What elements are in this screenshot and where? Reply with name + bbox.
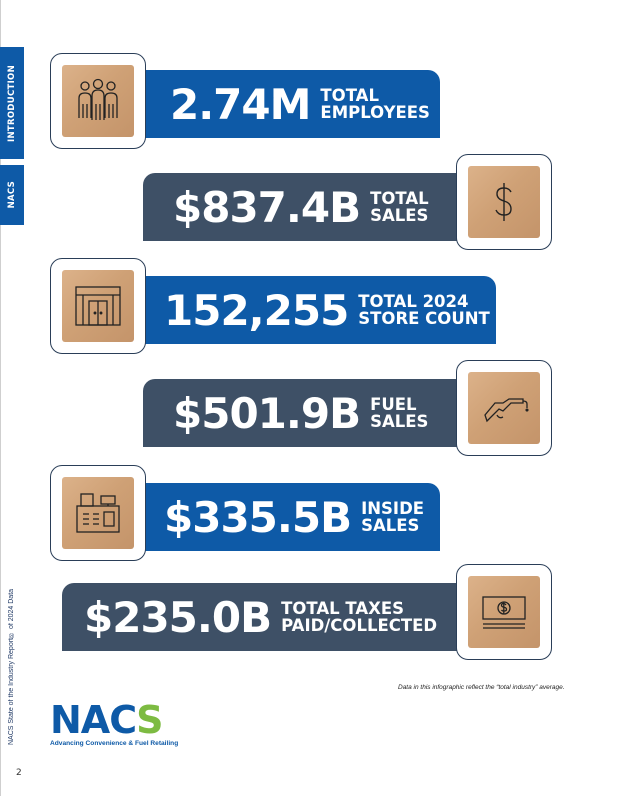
fuel-nozzle-icon [484,398,529,423]
stat-banner-taxes: $235.0B TOTAL TAXES PAID/COLLECTED [62,583,474,651]
stat-value: $235.0B [84,592,272,642]
storefront-icon [75,286,121,326]
stat-label: FUEL SALES [370,395,429,431]
stat-banner-store-count: 152,255 TOTAL 2024 STORE COUNT [120,276,496,344]
stat-banner-total-sales: $837.4B TOTAL SALES [143,173,473,241]
dollar-sign-icon-box [456,154,552,250]
stat-value: $335.5B [164,492,352,542]
stat-value: $501.9B [173,388,361,438]
logo-wordmark: NAC S [50,698,163,742]
data-note: Data in this infographic reflect the “to… [398,684,565,691]
stat-value: 152,255 [164,285,349,335]
footer-source: NACS State of the Industry Report® of 20… [8,588,15,745]
banknote-icon-box [456,564,552,660]
page-edge [0,0,1,796]
stat-label: TOTAL EMPLOYEES [320,86,430,122]
banknote-icon [482,596,526,629]
storefront-icon-box [50,258,146,354]
tab-nacs[interactable]: NACS [0,165,24,225]
stat-value: 2.74M [170,79,311,129]
stat-banner-inside-sales: $335.5B INSIDE SALES [120,483,440,551]
fuel-nozzle-icon-box [456,360,552,456]
employees-icon-box [50,53,146,149]
stat-banner-employees: 2.74M TOTAL EMPLOYEES [120,70,440,138]
page-number: 2 [16,768,22,778]
employees-icon [78,78,118,120]
stat-banner-fuel-sales: $501.9B FUEL SALES [143,379,473,447]
cash-register-icon [76,493,120,533]
stat-value: $837.4B [173,182,361,232]
cash-register-icon-box [50,465,146,561]
dollar-sign-icon [495,183,512,221]
stat-label: INSIDE SALES [361,499,425,535]
nacs-logo: NAC S Advancing Convenience & Fuel Retail… [50,698,179,747]
stat-label: TOTAL 2024 STORE COUNT [358,292,490,328]
stat-label: TOTAL TAXES PAID/COLLECTED [281,599,438,635]
logo-tagline: Advancing Convenience & Fuel Retailing [50,740,179,747]
tab-introduction[interactable]: INTRODUCTION [0,47,24,159]
stat-label: TOTAL SALES [370,189,429,225]
